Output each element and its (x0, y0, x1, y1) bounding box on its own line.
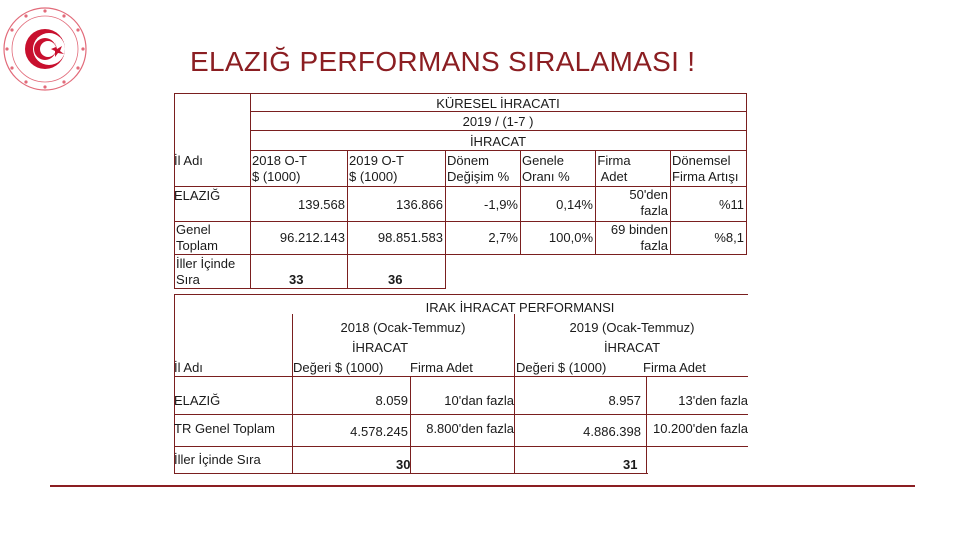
column-header-firm-growth-unit: Firma Artışı (672, 169, 739, 184)
column-header-province: İl Adı (174, 153, 203, 168)
iraq-column-header-value-2019: Değeri $ (1000) (516, 360, 607, 375)
iraq-cell-value-2018-total: 4.578.245 (350, 424, 408, 439)
cell-growth-elazig: %11 (718, 197, 744, 212)
column-header-change: Dönem (447, 153, 489, 168)
iraq-cell-firms-2018-elazig: 10'dan fazla (444, 393, 514, 408)
iraq-column-header-firms-2019: Firma Adet (643, 360, 706, 375)
iraq-row-label-total: TR Genel Toplam (174, 421, 275, 436)
cell-2018-elazig: 139.568 (298, 197, 345, 212)
column-header-firms: Firma (597, 153, 631, 168)
cell-change-elazig: -1,9% (484, 197, 518, 212)
column-header-2018: 2018 O-T (252, 153, 307, 168)
cell-2018-total: 96.212.143 (279, 230, 345, 245)
bottom-divider (50, 485, 915, 487)
cell-2018-rank: 33 (289, 272, 304, 287)
global-export-heading: KÜRESEL İHRACATI (436, 96, 560, 111)
iraq-cell-value-2018-elazig: 8.059 (375, 393, 408, 408)
iraq-column-header-firms-2018: Firma Adet (410, 360, 473, 375)
cell-2019-total: 98.851.583 (377, 230, 443, 245)
iraq-cell-rank-2019: 31 (623, 457, 638, 472)
column-header-change-unit: Değişim % (447, 169, 510, 184)
cell-growth-total: %8,1 (714, 230, 744, 245)
iraq-subheading-2019: İHRACAT (603, 340, 661, 355)
iraq-cell-value-2019-total: 4.886.398 (583, 424, 641, 439)
iraq-cell-firms-2018-total: 8.800'den fazla (426, 421, 514, 436)
column-header-share: Genele (522, 153, 564, 168)
cell-change-total: 2,7% (488, 230, 518, 245)
row-label-rank-line2: Sıra (176, 272, 200, 287)
cell-share-total: 100,0% (548, 230, 593, 245)
iraq-row-label-elazig: ELAZIĞ (174, 393, 221, 408)
row-label-general-total: Genel (176, 222, 211, 237)
iraq-period-2018: 2018 (Ocak-Temmuz) (340, 320, 466, 335)
cell-firms-total: 69 binden (610, 222, 668, 237)
iraq-export-heading: IRAK İHRACAT PERFORMANSI (425, 300, 615, 315)
row-label-elazig: ELAZIĞ (174, 188, 221, 203)
cell-firms-elazig: 50'den (629, 187, 668, 202)
global-export-subheading: İHRACAT (469, 134, 527, 149)
global-export-period: 2019 / (1-7 ) (462, 114, 534, 129)
column-header-2019: 2019 O-T (349, 153, 404, 168)
cell-2019-rank: 36 (388, 272, 403, 287)
ministry-seal-icon (2, 6, 88, 92)
iraq-cell-rank-2018: 30 (396, 457, 411, 472)
cell-share-elazig: 0,14% (556, 197, 593, 212)
iraq-subheading-2018: İHRACAT (351, 340, 409, 355)
iraq-row-label-rank: İller İçinde Sıra (174, 452, 261, 467)
row-label-rank: İller İçinde (176, 256, 236, 271)
cell-2019-elazig: 136.866 (396, 197, 443, 212)
iraq-column-header-value-2018: Değeri $ (1000) (293, 360, 384, 375)
page-title: ELAZIĞ PERFORMANS SIRALAMASI ! (190, 46, 696, 77)
column-header-firms-unit: Adet (600, 169, 628, 184)
column-header-2019-unit: $ (1000) (349, 169, 398, 184)
column-header-firm-growth: Dönemsel (672, 153, 731, 168)
cell-firms-total-suffix: fazla (640, 238, 668, 253)
cell-firms-elazig-suffix: fazla (640, 203, 668, 218)
iraq-column-header-province: İl Adı (174, 360, 203, 375)
column-header-2018-unit: $ (1000) (252, 169, 301, 184)
row-label-general-total-line2: Toplam (176, 238, 218, 253)
iraq-cell-value-2019-elazig: 8.957 (608, 393, 641, 408)
iraq-cell-firms-2019-elazig: 13'den fazla (678, 393, 748, 408)
column-header-share-unit: Oranı % (522, 169, 570, 184)
iraq-period-2019: 2019 (Ocak-Temmuz) (569, 320, 695, 335)
iraq-cell-firms-2019-total: 10.200'den fazla (652, 421, 748, 436)
